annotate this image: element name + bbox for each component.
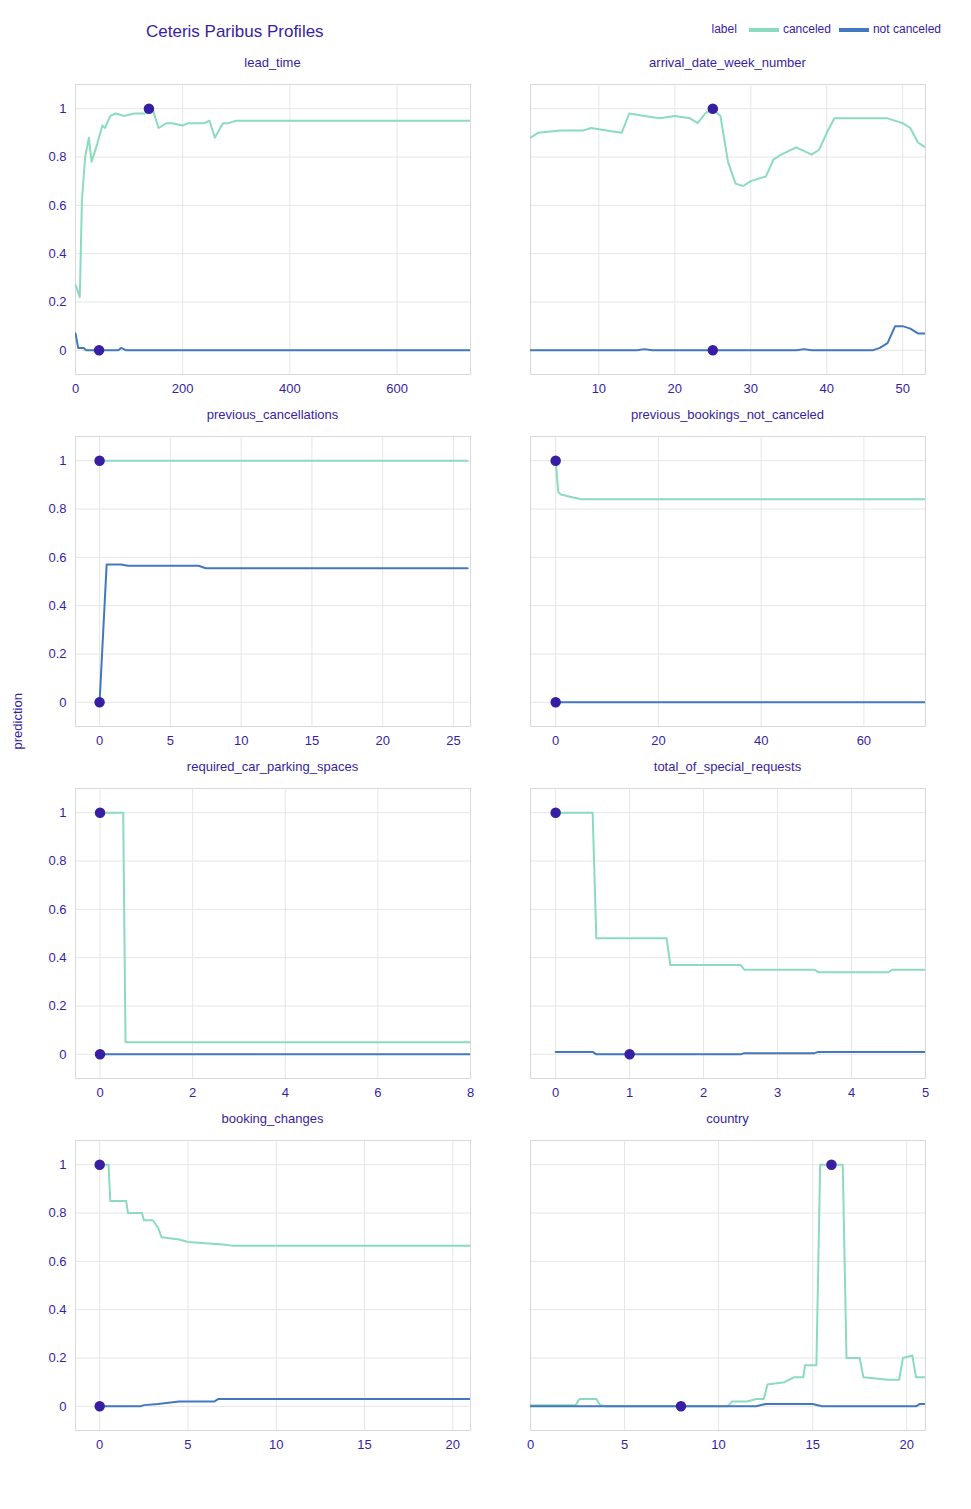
svg-text:0.8: 0.8 bbox=[48, 501, 66, 516]
svg-text:10: 10 bbox=[592, 381, 606, 396]
svg-text:0.2: 0.2 bbox=[48, 294, 66, 309]
svg-text:10: 10 bbox=[711, 1437, 725, 1452]
svg-text:0.2: 0.2 bbox=[48, 998, 66, 1013]
svg-text:5: 5 bbox=[922, 1085, 929, 1100]
svg-text:0: 0 bbox=[552, 1085, 559, 1100]
svg-text:1: 1 bbox=[59, 805, 66, 820]
svg-text:0.2: 0.2 bbox=[48, 646, 66, 661]
html-text:arrival_date_week_number: arrival_date_week_number bbox=[649, 55, 806, 70]
svg-text:0.6: 0.6 bbox=[48, 197, 66, 212]
svg-text:10: 10 bbox=[269, 1437, 283, 1452]
svg-text:0.2: 0.2 bbox=[48, 1350, 66, 1365]
svg-text:0.8: 0.8 bbox=[48, 853, 66, 868]
svg-text:0.6: 0.6 bbox=[48, 1253, 66, 1268]
svg-text:0: 0 bbox=[59, 1046, 66, 1061]
svg-text:0.6: 0.6 bbox=[48, 901, 66, 916]
html-text:Ceteris Paribus Profiles: Ceteris Paribus Profiles bbox=[146, 22, 324, 41]
svg-text:8: 8 bbox=[467, 1085, 474, 1100]
svg-text:1: 1 bbox=[59, 1157, 66, 1172]
svg-text:60: 60 bbox=[857, 733, 871, 748]
html-text:not canceled: not canceled bbox=[872, 22, 941, 36]
svg-text:10: 10 bbox=[234, 733, 248, 748]
svg-text:0: 0 bbox=[59, 694, 66, 709]
svg-text:0: 0 bbox=[527, 1437, 534, 1452]
svg-text:0: 0 bbox=[96, 1437, 103, 1452]
svg-text:20: 20 bbox=[446, 1437, 460, 1452]
svg-text:50: 50 bbox=[895, 381, 909, 396]
svg-text:0.6: 0.6 bbox=[48, 549, 66, 564]
svg-text:20: 20 bbox=[668, 381, 682, 396]
svg-text:0: 0 bbox=[72, 381, 79, 396]
svg-text:0.4: 0.4 bbox=[48, 246, 66, 261]
svg-text:2: 2 bbox=[189, 1085, 196, 1100]
svg-text:0: 0 bbox=[59, 342, 66, 357]
svg-text:5: 5 bbox=[167, 733, 174, 748]
svg-text:0.4: 0.4 bbox=[48, 1302, 66, 1317]
svg-text:20: 20 bbox=[375, 733, 389, 748]
svg-text:15: 15 bbox=[805, 1437, 819, 1452]
html-text:lead_time: lead_time bbox=[244, 55, 301, 70]
svg-text:0: 0 bbox=[96, 1085, 103, 1100]
svg-text:600: 600 bbox=[386, 381, 408, 396]
svg-text:25: 25 bbox=[446, 733, 460, 748]
svg-text:1: 1 bbox=[59, 101, 66, 116]
svg-text:15: 15 bbox=[357, 1437, 371, 1452]
svg-text:0.4: 0.4 bbox=[48, 598, 66, 613]
svg-text:20: 20 bbox=[899, 1437, 913, 1452]
html-text:previous_cancellations: previous_cancellations bbox=[206, 407, 339, 422]
svg-text:0.8: 0.8 bbox=[48, 1205, 66, 1220]
svg-text:40: 40 bbox=[754, 733, 768, 748]
svg-text:4: 4 bbox=[282, 1085, 289, 1100]
svg-text:15: 15 bbox=[305, 733, 319, 748]
svg-text:0.4: 0.4 bbox=[48, 950, 66, 965]
svg-text:400: 400 bbox=[279, 381, 301, 396]
html-text:country: country bbox=[706, 1111, 749, 1126]
svg-text:3: 3 bbox=[774, 1085, 781, 1100]
svg-text:200: 200 bbox=[172, 381, 194, 396]
html-text:total_of_special_requests: total_of_special_requests bbox=[653, 759, 802, 774]
svg-text:6: 6 bbox=[374, 1085, 381, 1100]
svg-text:2: 2 bbox=[700, 1085, 707, 1100]
svg-text:1: 1 bbox=[626, 1085, 633, 1100]
svg-text:30: 30 bbox=[744, 381, 758, 396]
svg-text:0: 0 bbox=[552, 733, 559, 748]
svg-text:20: 20 bbox=[651, 733, 665, 748]
svg-text:4: 4 bbox=[848, 1085, 855, 1100]
html-text:booking_changes: booking_changes bbox=[221, 1111, 324, 1126]
svg-text:5: 5 bbox=[621, 1437, 628, 1452]
svg-text:0: 0 bbox=[96, 733, 103, 748]
html-text:canceled: canceled bbox=[782, 22, 831, 36]
html-text:required_car_parking_spaces: required_car_parking_spaces bbox=[186, 759, 359, 774]
svg-text:5: 5 bbox=[184, 1437, 191, 1452]
svg-text:40: 40 bbox=[820, 381, 834, 396]
html-text:previous_bookings_not_canceled: previous_bookings_not_canceled bbox=[631, 407, 824, 422]
html-text:prediction: prediction bbox=[10, 693, 25, 750]
svg-text:0.8: 0.8 bbox=[48, 149, 66, 164]
html-text:label: label bbox=[711, 22, 737, 36]
svg-text:1: 1 bbox=[59, 453, 66, 468]
svg-text:0: 0 bbox=[59, 1398, 66, 1413]
